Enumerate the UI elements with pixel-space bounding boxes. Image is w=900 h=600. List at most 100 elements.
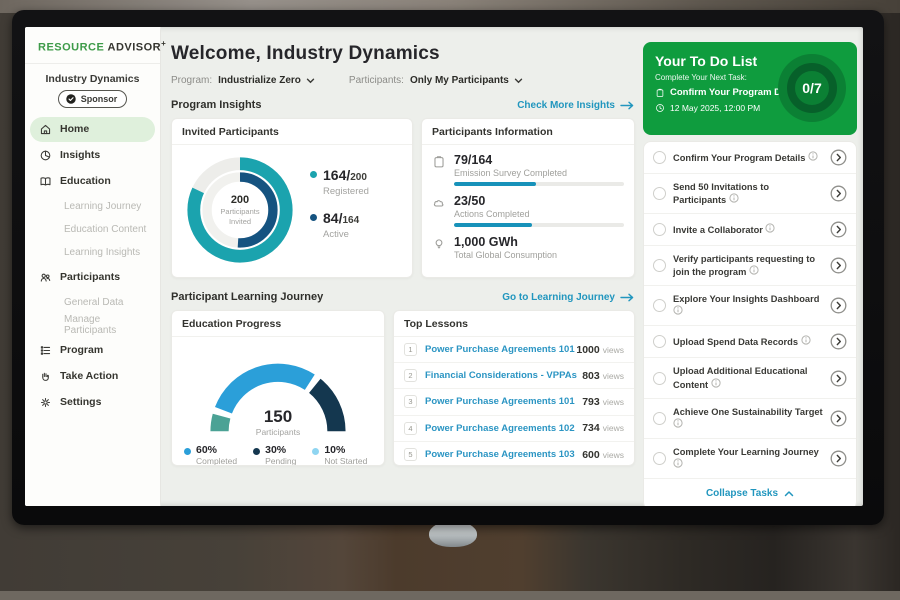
donut-ring-registered [187, 157, 293, 263]
lesson-title-link[interactable]: Power Purchase Agreements 102 [425, 422, 575, 434]
info-icon[interactable] [711, 377, 721, 388]
progress-track [454, 223, 624, 227]
task-row[interactable]: Achieve One Sustainability Target [644, 399, 856, 439]
info-row-survey: 79/164 Emission Survey Completed [432, 153, 624, 186]
task-checkbox[interactable] [653, 451, 666, 465]
lesson-title-link[interactable]: Power Purchase Agreements 103 [425, 449, 575, 461]
task-row[interactable]: Verify participants requesting to join t… [644, 246, 856, 287]
task-label: Confirm Your Program Details [673, 151, 823, 164]
check-more-insights-link[interactable]: Check More Insights [517, 100, 635, 111]
lesson-row: 1 Power Purchase Agreements 101 1000 vie… [394, 337, 634, 364]
background-wall-top [0, 0, 900, 13]
gauge-center: 150 Participants [193, 407, 363, 437]
cloud-icon [433, 200, 444, 207]
filters-row: Program: Industrialize Zero Participants… [171, 75, 635, 86]
arrow-right-icon [620, 101, 634, 109]
legend-item-registered: 164/200 Registered [310, 167, 369, 197]
legend-item-active: 84/164 Active [310, 210, 369, 240]
progress-fill [454, 223, 533, 227]
lesson-rank: 1 [404, 343, 417, 357]
task-row[interactable]: Complete Your Learning Journey [644, 439, 856, 479]
gauge-svg [210, 363, 346, 432]
sidebar-item-settings[interactable]: Settings [30, 390, 155, 415]
lesson-title-link[interactable]: Power Purchase Agreements 101 [425, 396, 575, 408]
chevron-right-icon[interactable] [830, 297, 847, 314]
program-filter-select[interactable]: Industrialize Zero [218, 75, 315, 86]
lesson-row: 2 Financial Considerations - VPPAs 803 v… [394, 363, 634, 390]
sidebar-item-learning-insights[interactable]: Learning Insights [30, 241, 155, 264]
program-filter: Program: Industrialize Zero [171, 75, 315, 86]
task-checkbox[interactable] [653, 299, 666, 313]
task-row[interactable]: Confirm Your Program Details [644, 142, 856, 174]
info-icon[interactable] [801, 335, 811, 346]
metric-value: 79/164 [454, 153, 493, 167]
card-title: Participants Information [422, 119, 634, 145]
insights-pie-icon [40, 150, 51, 160]
task-checkbox[interactable] [653, 371, 666, 385]
lesson-row: 3 Power Purchase Agreements 101 793 view… [394, 389, 634, 416]
info-icon[interactable] [729, 193, 739, 203]
task-checkbox[interactable] [653, 223, 666, 237]
chevron-right-icon[interactable] [830, 410, 847, 427]
sidebar-item-general-data[interactable]: General Data [30, 291, 155, 314]
sidebar-item-program[interactable]: Program [30, 338, 155, 363]
learning-journey-header: Participant Learning Journey Go to Learn… [171, 291, 635, 303]
info-icon[interactable] [765, 223, 776, 233]
task-row[interactable]: Explore Your Insights Dashboard [644, 286, 856, 327]
sidebar-item-participants[interactable]: Participants [30, 265, 155, 290]
chevron-right-icon[interactable] [830, 370, 847, 387]
legend-dot [310, 171, 317, 178]
sidebar-item-label: Manage Participants [64, 314, 117, 337]
sidebar-item-manage-participants[interactable]: Manage Participants [30, 314, 155, 337]
task-checkbox[interactable] [653, 259, 666, 273]
lesson-rank: 3 [404, 395, 417, 409]
todo-next-task: Confirm Your Program Details [655, 87, 845, 98]
task-checkbox[interactable] [653, 411, 666, 425]
metric-label: Total Global Consumption [454, 250, 558, 260]
chevron-right-icon[interactable] [830, 149, 847, 166]
sidebar-item-label: Insights [60, 149, 101, 162]
task-row[interactable]: Send 50 Invitations to Participants [644, 174, 856, 215]
lightbulb-icon [435, 239, 443, 249]
sidebar-item-insights[interactable]: Insights [30, 143, 155, 168]
sidebar-item-take-action[interactable]: Take Action [30, 364, 155, 389]
section-title: Program Insights [171, 99, 262, 111]
info-icon[interactable] [808, 151, 818, 161]
legend-label: Not Started [324, 456, 368, 466]
sidebar-item-education-content[interactable]: Education Content [30, 218, 155, 241]
sidebar-item-learning-journey[interactable]: Learning Journey [30, 195, 155, 218]
lesson-title-link[interactable]: Power Purchase Agreements 101 [425, 344, 575, 356]
task-checkbox[interactable] [653, 151, 666, 164]
chevron-right-icon[interactable] [830, 185, 847, 202]
task-row[interactable]: Invite a Collaborator [644, 214, 856, 247]
task-row[interactable]: Upload Additional Educational Content [644, 358, 856, 399]
chevron-right-icon[interactable] [830, 450, 847, 467]
role-badge: Sponsor [57, 89, 128, 108]
lesson-title-link[interactable]: Financial Considerations - VPPAs [425, 370, 577, 382]
go-to-learning-journey-link[interactable]: Go to Learning Journey [502, 292, 635, 303]
participants-filter-select[interactable]: Only My Participants [410, 75, 523, 86]
education-progress-card: Education Progress 150 Participants [171, 310, 385, 466]
info-icon[interactable] [673, 305, 683, 315]
lesson-views-suffix: views [602, 449, 624, 460]
task-label: Upload Additional Educational Content [673, 366, 808, 390]
insights-cards-row: Invited Participants [171, 118, 635, 278]
chevron-right-icon[interactable] [830, 221, 847, 238]
chevron-right-icon[interactable] [830, 257, 847, 274]
task-checkbox[interactable] [653, 335, 666, 349]
info-icon[interactable] [673, 418, 683, 428]
task-checkbox[interactable] [653, 187, 666, 201]
task-label: Upload Spend Data Records [673, 335, 823, 348]
top-lessons-card: Top Lessons 1 Power Purchase Agreements … [393, 310, 635, 466]
donut-center: 200 Participants Invited [182, 152, 298, 268]
collapse-tasks-button[interactable]: Collapse Tasks [644, 479, 856, 506]
chevron-right-icon[interactable] [830, 333, 847, 350]
lesson-views-suffix: views [602, 344, 624, 355]
info-icon[interactable] [749, 265, 759, 275]
info-icon[interactable] [673, 458, 683, 468]
donut-center-value: 200 [230, 194, 250, 207]
sidebar-item-home[interactable]: Home [30, 116, 155, 142]
task-row[interactable]: Upload Spend Data Records [644, 326, 856, 359]
sidebar-item-education[interactable]: Education [30, 169, 155, 194]
legend-total: 164 [342, 215, 360, 226]
